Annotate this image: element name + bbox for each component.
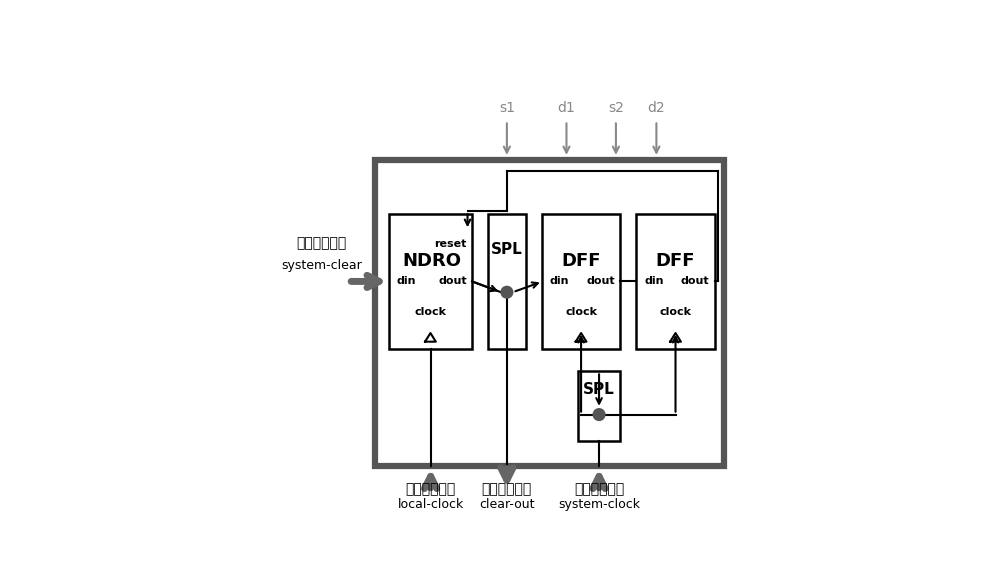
Text: dout: dout [586, 276, 615, 286]
Bar [375, 160, 724, 466]
Text: 低频系统时钟: 低频系统时钟 [574, 482, 624, 496]
Text: dout: dout [681, 276, 709, 286]
Text: reset: reset [434, 239, 467, 249]
Text: din: din [644, 276, 664, 286]
Circle shape [501, 286, 513, 298]
Text: d2: d2 [648, 101, 665, 115]
Text: dout: dout [438, 276, 467, 286]
Bar [488, 214, 526, 349]
Text: clock: clock [565, 307, 597, 318]
Text: s1: s1 [499, 101, 515, 115]
Text: clear-out: clear-out [479, 498, 535, 512]
Text: DFF: DFF [561, 252, 601, 270]
Text: din: din [397, 276, 416, 286]
Circle shape [593, 409, 605, 420]
Text: clock: clock [414, 307, 446, 318]
Text: d1: d1 [558, 101, 575, 115]
Bar [542, 214, 620, 349]
Text: SPL: SPL [583, 382, 615, 397]
Bar [636, 214, 715, 349]
Text: s2: s2 [608, 101, 624, 115]
Text: 清零信号输出: 清零信号输出 [482, 482, 532, 496]
Text: din: din [550, 276, 569, 286]
Text: SPL: SPL [491, 242, 523, 256]
Text: system-clear: system-clear [281, 259, 362, 272]
Text: NDRO: NDRO [403, 252, 462, 270]
Text: clock: clock [660, 307, 692, 318]
Text: 高频局部时钟: 高频局部时钟 [406, 482, 456, 496]
Text: local-clock: local-clock [398, 498, 464, 512]
Text: system-clock: system-clock [558, 498, 640, 512]
Text: 清零指令输入: 清零指令输入 [296, 236, 347, 250]
Bar [578, 371, 620, 441]
Bar [389, 214, 472, 349]
Text: DFF: DFF [656, 252, 695, 270]
